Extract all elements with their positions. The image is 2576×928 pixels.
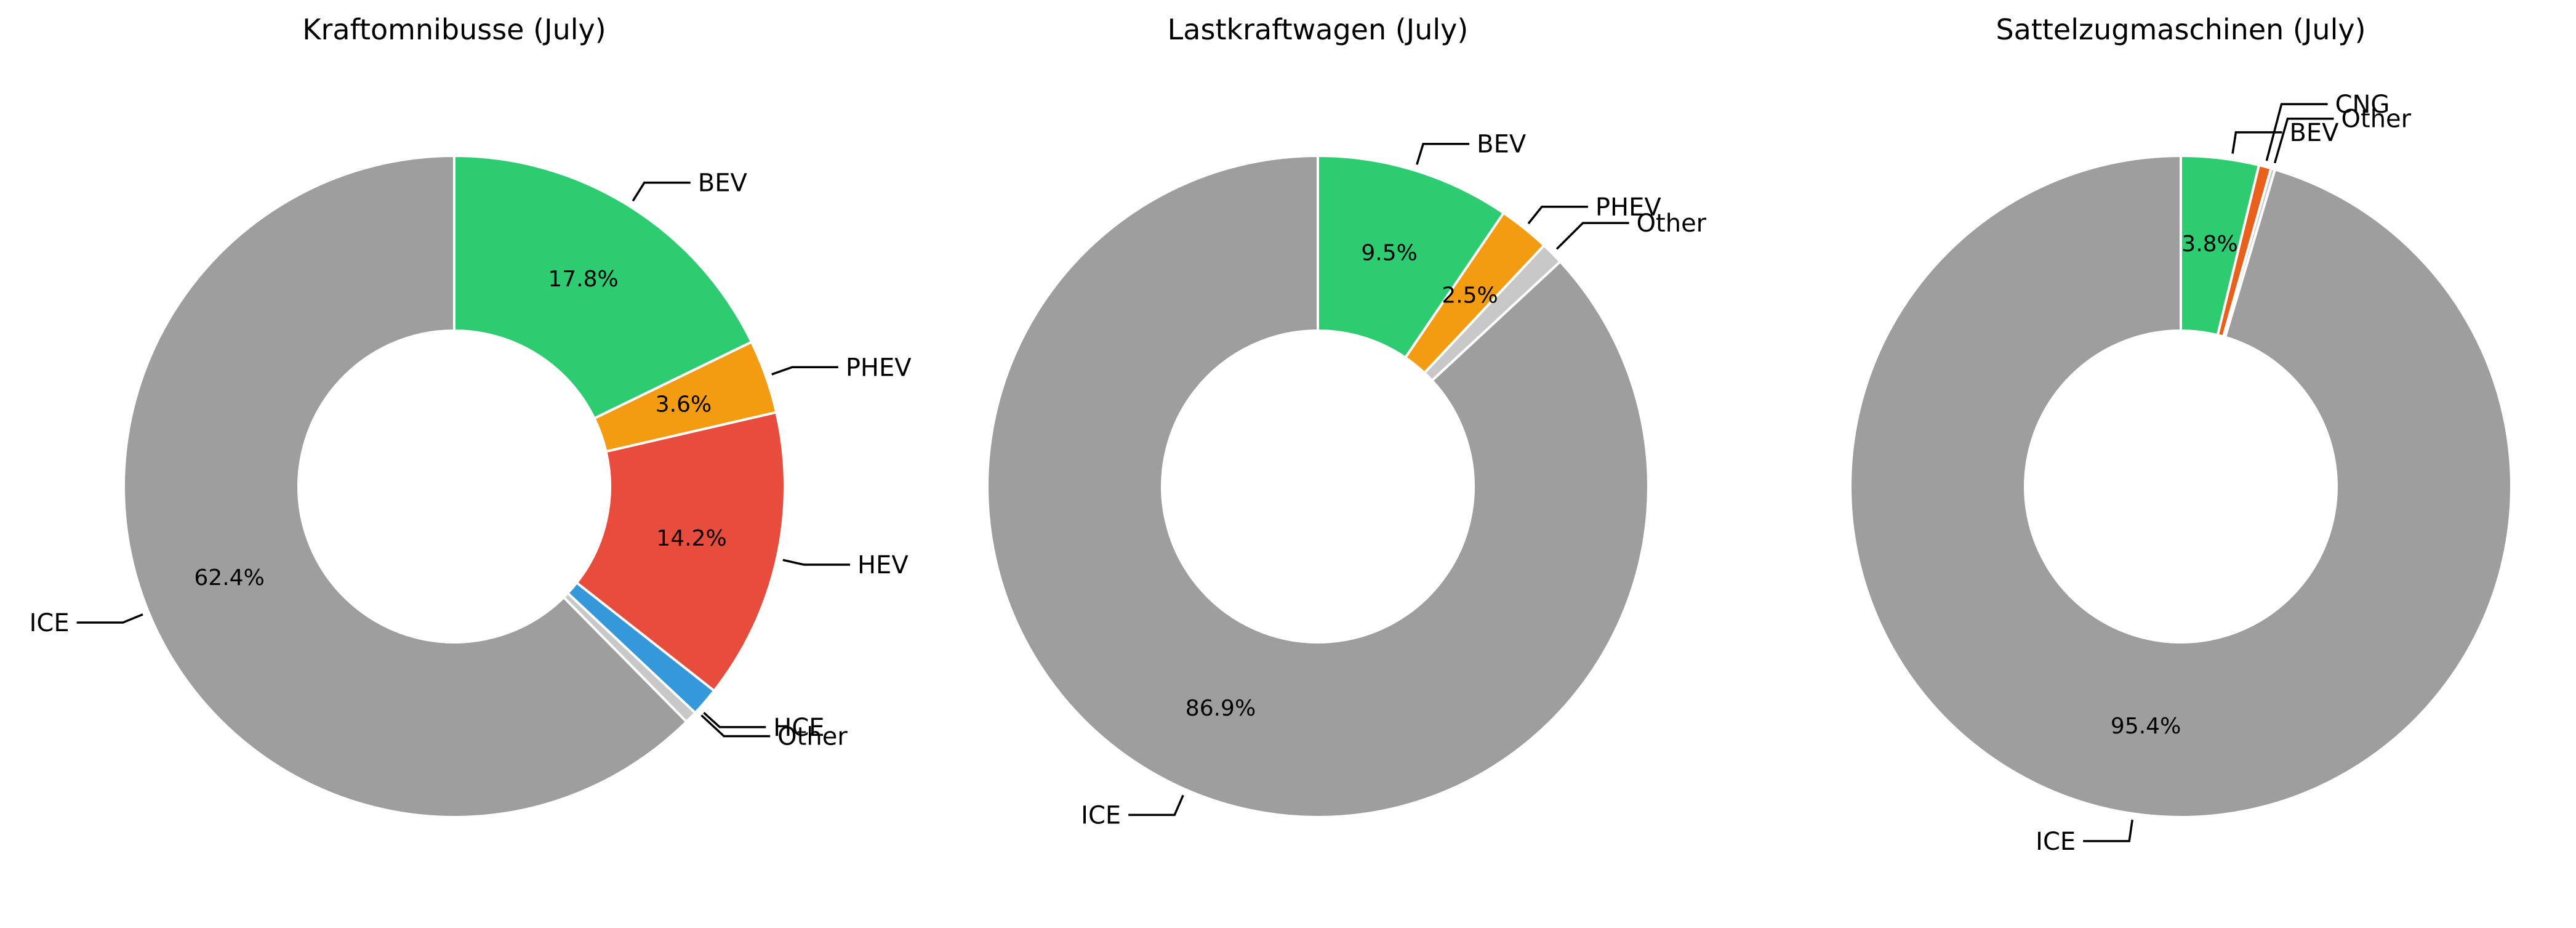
leader-line-hce — [703, 711, 766, 728]
donut-chart-sattelzugmaschinen: Sattelzugmaschinen (July) 3.8% BEVCNGOthe… — [1849, 13, 2513, 856]
leader-line-other — [700, 714, 771, 738]
category-label-other: Other — [1637, 209, 1707, 238]
category-label-hev: HEV — [857, 551, 909, 579]
wedge-bev — [1317, 154, 1506, 360]
wedge-hev — [575, 411, 786, 693]
category-label-other: Other — [2341, 105, 2412, 134]
pct-label-bev: 9.5% — [1361, 240, 1417, 265]
leader-line-ice — [76, 613, 143, 624]
wedge-bev — [453, 154, 753, 421]
pct-label-hev: 14.2% — [656, 526, 726, 551]
category-label-phev: PHEV — [1595, 193, 1661, 222]
pct-label-ice: 62.4% — [194, 565, 264, 591]
leader-line-bev — [1416, 142, 1470, 165]
category-label-bev: BEV — [2289, 119, 2339, 147]
leader-line-bev — [632, 181, 691, 202]
category-label-cng: CNG — [2335, 91, 2390, 119]
pct-label-bev: 17.8% — [548, 267, 618, 292]
category-label-other: Other — [777, 722, 848, 751]
chart-title: Kraftomnibusse (July) — [302, 13, 606, 46]
chart-title: Lastkraftwagen (July) — [1168, 13, 1469, 46]
leader-line-other — [2273, 117, 2334, 164]
wedge-layer — [122, 154, 786, 818]
wedge-ice — [986, 154, 1650, 818]
category-label-hce: HCE — [773, 714, 824, 742]
category-label-phev: PHEV — [846, 353, 912, 382]
pct-label-ice: 86.9% — [1186, 696, 1256, 721]
pct-label-phev: 3.6% — [656, 392, 712, 418]
leader-line-ice — [2083, 820, 2133, 842]
donut-chart-kraftomnibusse: Kraftomnibusse (July) 17.8% BEV 3.6% PHEV 14… — [30, 13, 912, 818]
leader-line-phev — [771, 366, 838, 376]
category-label-bev: BEV — [698, 169, 748, 198]
leader-line-other — [1555, 222, 1629, 250]
category-label-bev: BEV — [1477, 131, 1527, 159]
leader-line-cng — [2265, 103, 2328, 161]
chart-title: Sattelzugmaschinen (July) — [1996, 13, 2365, 46]
category-label-ice: ICE — [1081, 801, 1121, 829]
donut-chart-lastkraftwagen: Lastkraftwagen (July) 9.5% BEV 2.5% PHEVOth… — [986, 13, 1707, 830]
wedge-ice — [122, 154, 689, 818]
wedge-layer — [1849, 154, 2513, 818]
leader-line-hev — [782, 559, 850, 566]
leader-line-bev — [2231, 131, 2282, 154]
wedge-ice — [1849, 154, 2513, 818]
category-label-ice: ICE — [2036, 828, 2076, 856]
pct-label-phev: 2.5% — [1442, 283, 1498, 309]
category-label-ice: ICE — [30, 609, 70, 637]
pct-label-ice: 95.4% — [2111, 714, 2181, 739]
leader-line-phev — [1527, 206, 1588, 225]
pct-label-bev: 3.8% — [2181, 232, 2237, 257]
wedge-layer — [986, 154, 1650, 818]
leader-line-ice — [1128, 794, 1184, 817]
